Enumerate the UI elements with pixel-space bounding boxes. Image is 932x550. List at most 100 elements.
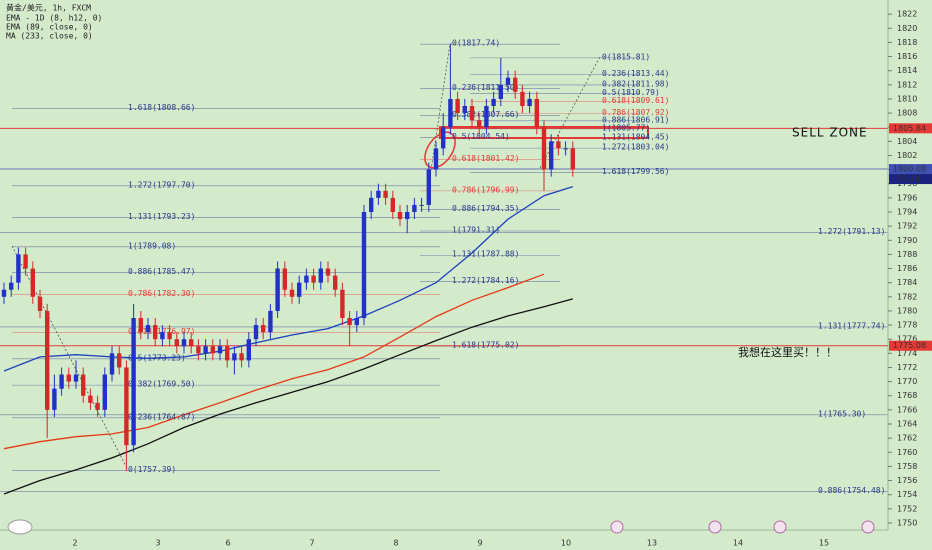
annotation: SELL ZONE bbox=[792, 126, 868, 140]
candle-body bbox=[426, 169, 431, 205]
event-icon[interactable] bbox=[773, 520, 787, 534]
candle-body bbox=[520, 91, 525, 106]
y-tick-label: 1794 bbox=[897, 208, 917, 217]
candle-body bbox=[131, 318, 136, 446]
fib-label: 0(1757.39) bbox=[128, 465, 176, 474]
y-tick-label: 1778 bbox=[897, 321, 917, 330]
legend-item: MA (233, close, 0) bbox=[6, 32, 93, 41]
y-tick-label: 1750 bbox=[897, 518, 917, 527]
candle-body bbox=[59, 374, 64, 389]
event-icon[interactable] bbox=[708, 520, 722, 534]
fib-label: 0.886(1794.35) bbox=[452, 204, 519, 213]
candle-body bbox=[253, 325, 259, 340]
fib-label: 0.786(1782.30) bbox=[128, 289, 195, 298]
fib-label: 0.236(1813.44) bbox=[602, 69, 669, 78]
x-tick-label: 9 bbox=[477, 539, 482, 548]
fib-label: 0.886(1785.47) bbox=[128, 267, 195, 276]
fib-label: 1.618(1775.02) bbox=[452, 341, 519, 350]
candle-body bbox=[66, 374, 71, 382]
candle-body bbox=[174, 339, 179, 347]
candle-body bbox=[52, 388, 57, 410]
fib-label: 1(1765.30) bbox=[818, 409, 866, 418]
x-tick-label: 14 bbox=[733, 539, 743, 548]
fib-label: 1.618(1799.56) bbox=[602, 167, 669, 176]
event-icon[interactable] bbox=[610, 520, 624, 534]
y-tick-label: 1786 bbox=[897, 264, 917, 273]
countdown: 50:34 bbox=[897, 175, 920, 184]
legend-symbol: 黄金/美元, 1h, FXCM bbox=[6, 3, 91, 13]
fib-label: 0.236(1764.87) bbox=[128, 412, 195, 421]
candle-body bbox=[37, 296, 43, 311]
candle-body bbox=[484, 106, 489, 128]
candle-body bbox=[16, 254, 21, 283]
candle-body bbox=[268, 310, 273, 333]
y-tick-label: 1820 bbox=[897, 24, 917, 33]
fib-label: 1(1789.08) bbox=[128, 241, 176, 250]
candle-body bbox=[563, 148, 568, 150]
x-tick-label: 13 bbox=[647, 539, 657, 548]
candle-body bbox=[333, 275, 338, 290]
price-label: 1800.08 bbox=[893, 165, 926, 174]
candle-body bbox=[491, 98, 496, 106]
candle-body bbox=[9, 282, 14, 290]
candle-body bbox=[513, 77, 518, 92]
countdown-box bbox=[889, 174, 932, 185]
candle-body bbox=[376, 190, 381, 198]
fib-label: 0.618(1776.97) bbox=[128, 327, 195, 336]
indicator-line bbox=[3, 273, 545, 450]
event-icon[interactable] bbox=[861, 520, 875, 534]
candle-body bbox=[433, 148, 439, 170]
y-tick-label: 1774 bbox=[897, 349, 917, 358]
candle-body bbox=[282, 268, 287, 290]
fib-label: 0.786(1796.99) bbox=[452, 185, 519, 194]
logo bbox=[7, 519, 33, 535]
candle-body bbox=[340, 289, 345, 318]
candle-body bbox=[397, 212, 403, 220]
candle-body bbox=[462, 106, 467, 114]
y-tick-label: 1808 bbox=[897, 109, 917, 118]
candle-body bbox=[448, 98, 453, 128]
x-tick-label: 2 bbox=[72, 539, 77, 548]
trend-line bbox=[427, 43, 451, 191]
candle-body bbox=[117, 353, 122, 368]
candle-body bbox=[145, 325, 151, 333]
y-tick-label: 1766 bbox=[897, 405, 917, 414]
candle-body bbox=[325, 268, 331, 276]
candle-body bbox=[1, 289, 7, 297]
legend-item: EMA - 1D (8, h12, 0) bbox=[6, 14, 102, 23]
foreground-layer: 1.618(1808.66) 1.272(1797.70) 1.131(1793.2… bbox=[1, 39, 885, 495]
candle-body bbox=[217, 346, 223, 354]
candle-body bbox=[304, 275, 309, 283]
candle-body bbox=[369, 197, 374, 212]
candle-body bbox=[347, 318, 352, 326]
y-tick-label: 1762 bbox=[897, 434, 917, 443]
candle-body bbox=[95, 402, 100, 410]
candle-body bbox=[88, 395, 93, 403]
candle-body bbox=[383, 190, 388, 198]
candle-body bbox=[196, 346, 201, 354]
y-tick-label: 1792 bbox=[897, 222, 917, 231]
fib-label: 0.886(1806.91) bbox=[602, 115, 669, 124]
y-tick-label: 1782 bbox=[897, 292, 917, 301]
candle-body bbox=[81, 374, 86, 396]
y-tick-label: 1784 bbox=[897, 278, 917, 287]
fib-label: 0.382(1811.98) bbox=[602, 79, 669, 88]
fib-label: 1.272(1784.16) bbox=[452, 276, 519, 285]
y-tick-label: 1760 bbox=[897, 448, 917, 457]
y-tick-label: 1818 bbox=[897, 38, 917, 47]
y-tick-label: 1812 bbox=[897, 80, 917, 89]
y-tick-label: 1796 bbox=[897, 193, 917, 202]
y-tick-label: 1776 bbox=[897, 335, 917, 344]
y-tick-label: 1790 bbox=[897, 236, 917, 245]
y-tick-label: 1804 bbox=[897, 137, 917, 146]
price-label: 1775.08 bbox=[893, 341, 926, 350]
candle-body bbox=[534, 98, 539, 128]
y-tick-label: 1756 bbox=[897, 476, 917, 485]
price-label-box bbox=[889, 340, 932, 351]
fib-label: 0.618(1801.42) bbox=[452, 154, 519, 163]
fib-label: 0.236(1811.50) bbox=[452, 83, 519, 92]
candle-body bbox=[153, 325, 158, 340]
candle-body bbox=[225, 346, 230, 361]
candle-body bbox=[23, 254, 28, 269]
